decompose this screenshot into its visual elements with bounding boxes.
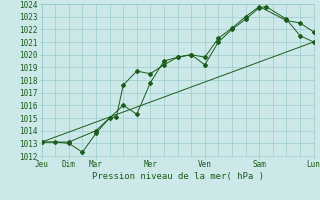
X-axis label: Pression niveau de la mer( hPa ): Pression niveau de la mer( hPa ) bbox=[92, 172, 264, 181]
